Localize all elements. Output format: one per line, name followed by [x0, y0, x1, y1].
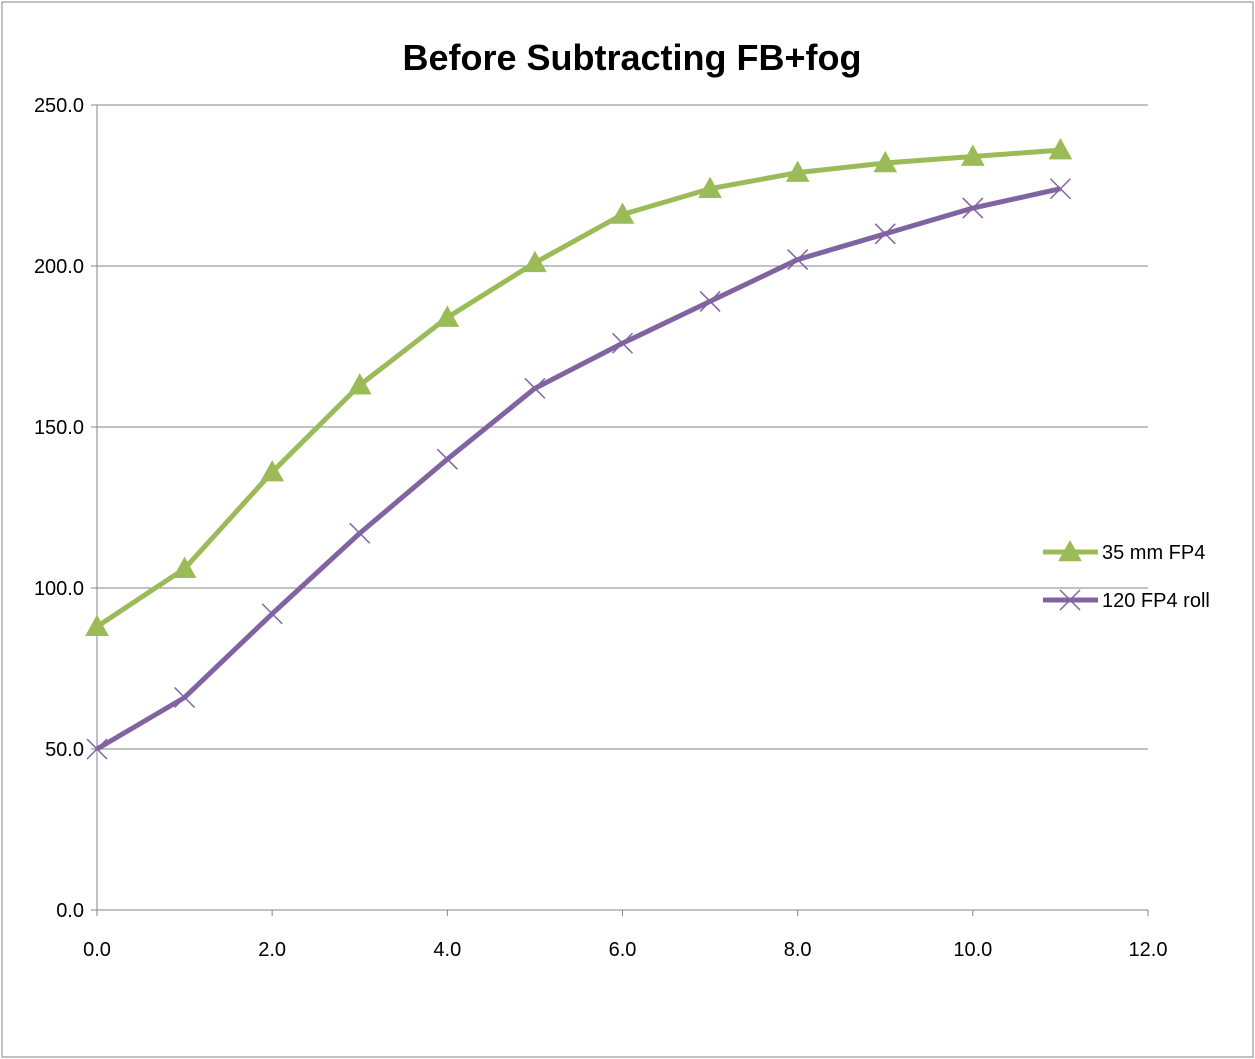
x-tick-label: 4.0: [433, 939, 461, 961]
data-point-x: [699, 290, 721, 312]
data-point-triangle: [347, 373, 372, 395]
series-line: [95, 186, 1061, 752]
x-marker-stroke: [787, 249, 809, 271]
gridlines: [97, 104, 1148, 750]
x-marker-stroke: [699, 290, 721, 312]
x-marker-stroke: [1059, 589, 1081, 611]
data-point-triangle: [610, 202, 635, 224]
x-marker-stroke: [174, 686, 196, 709]
data-point-x: [174, 686, 196, 709]
x-tick-label: 12.0: [1129, 939, 1168, 961]
series-line: [95, 147, 1061, 629]
y-tick-label: 100.0: [34, 578, 84, 600]
legend-item: 120 FP4 roll: [1043, 589, 1210, 612]
data-point-x: [787, 249, 809, 271]
data-point-triangle: [960, 144, 985, 166]
x-marker-stroke: [349, 522, 371, 544]
data-point-triangle: [698, 176, 722, 199]
x-tick-label: 6.0: [609, 939, 637, 961]
data-point-triangle: [523, 250, 547, 273]
y-tick-label: 250.0: [34, 95, 84, 117]
data-point-x: [436, 448, 458, 470]
data-point-triangle: [785, 160, 810, 182]
chart-title: Before Subtracting FB+fog: [402, 37, 861, 78]
data-point-triangle: [172, 556, 197, 578]
legend-item: 35 mm FP4: [1043, 539, 1205, 564]
x-marker-stroke: [962, 197, 984, 219]
legend-label: 120 FP4 roll: [1102, 590, 1210, 612]
x-marker-stroke: [86, 738, 108, 760]
axes: 0.0 50.0 100.0 150.0 200.0 250.0 0.0 2.0 4.0 6.0 8…: [34, 95, 1168, 961]
y-tick-label: 0.0: [56, 900, 84, 922]
data-point-triangle: [1048, 138, 1073, 160]
legend: 35 mm FP4 120 FP4 roll: [1043, 539, 1210, 612]
x-marker-stroke: [524, 377, 546, 399]
x-marker-stroke: [1049, 178, 1071, 200]
data-point-triangle: [260, 460, 285, 482]
data-point-triangle: [435, 305, 460, 327]
data-point-x: [611, 332, 634, 354]
x-marker-stroke: [261, 603, 283, 625]
data-point-x: [261, 603, 283, 625]
legend-label: 35 mm FP4: [1102, 542, 1205, 564]
data-point-x: [86, 738, 108, 760]
legend-marker-x: [1059, 589, 1081, 611]
data-point-triangle: [85, 614, 109, 636]
data-point-x: [874, 223, 896, 245]
y-tick-label: 200.0: [34, 256, 84, 278]
x-marker-stroke: [874, 223, 896, 245]
x-tick-label: 0.0: [83, 939, 111, 961]
x-tick-label: 10.0: [953, 939, 992, 961]
x-tick-label: 2.0: [258, 939, 286, 961]
series-120-fp4-roll: [86, 178, 1071, 760]
data-point-x: [962, 197, 984, 219]
legend-marker-triangle: [1058, 539, 1082, 562]
series-layer: [85, 138, 1073, 760]
y-tick-label: 50.0: [45, 739, 84, 761]
data-point-x: [349, 522, 371, 544]
x-marker-stroke: [611, 332, 634, 354]
y-tick-label: 150.0: [34, 417, 84, 439]
data-point-x: [524, 377, 546, 399]
series-35mm-fp4: [85, 138, 1073, 636]
x-marker-stroke: [436, 448, 458, 470]
x-tick-label: 8.0: [784, 939, 812, 961]
data-point-triangle: [873, 150, 898, 173]
data-point-x: [1049, 178, 1071, 200]
